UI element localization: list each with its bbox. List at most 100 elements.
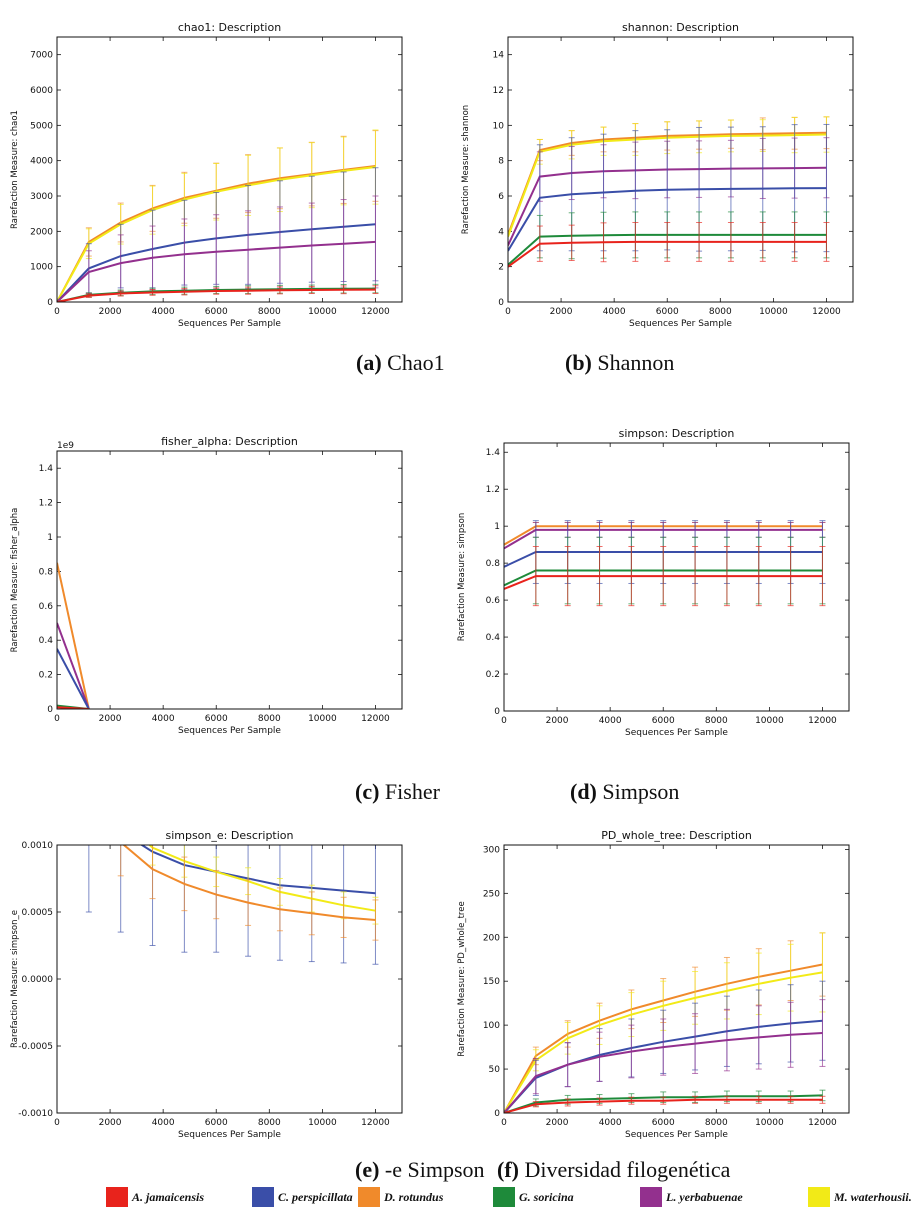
plot-area [504, 520, 826, 607]
chart-panel: PD_whole_tree: Description Sequences Per … [457, 829, 850, 1140]
x-axis-label: Sequences Per Sample [178, 319, 281, 329]
x-tick-label: 12000 [361, 714, 390, 724]
legend-label: D. rotundus [384, 1189, 444, 1204]
y-axis-label: Rarefaction Measure: simpson_e [10, 910, 20, 1048]
x-axis-label: Sequences Per Sample [178, 726, 281, 736]
chart-title: simpson_e: Description [165, 829, 293, 842]
x-tick-label: 8000 [258, 714, 281, 724]
y-tick-label: 0.0010 [22, 841, 54, 851]
x-tick-label: 0 [54, 307, 60, 317]
x-tick-label: 0 [501, 1118, 507, 1128]
x-tick-label: 12000 [361, 1118, 390, 1128]
caption-c: (c) Fisher [355, 779, 440, 804]
series-line [57, 562, 90, 709]
x-tick-label: 4000 [599, 1118, 622, 1128]
y-tick-label: 100 [483, 1021, 500, 1031]
x-tick-label: 0 [54, 1118, 60, 1128]
plot-area [85, 845, 379, 965]
y-tick-label: 300 [483, 845, 500, 855]
plot-frame [56, 36, 403, 303]
y-tick-label: 0.2 [39, 671, 53, 681]
caption-d: (d) Simpson [570, 779, 680, 804]
x-tick-label: 12000 [808, 716, 837, 726]
legend-item: G. soricina [493, 1186, 574, 1208]
x-tick-label: 4000 [152, 1118, 175, 1128]
legend-label: G. soricina [519, 1189, 574, 1204]
x-tick-label: 4000 [599, 716, 622, 726]
y-tick-label: 0.2 [486, 670, 500, 680]
y-tick-label: 0 [498, 298, 504, 308]
y-tick-label: 1000 [30, 263, 53, 273]
x-tick-label: 8000 [258, 307, 281, 317]
legend-swatch [358, 1187, 380, 1207]
x-tick-label: 10000 [755, 716, 784, 726]
x-tick-label: 10000 [308, 307, 337, 317]
y-tick-label: 200 [483, 933, 500, 943]
y-tick-label: -0.0010 [18, 1109, 53, 1119]
series-line [57, 622, 90, 709]
y-tick-label: 1.4 [486, 448, 501, 458]
chart-title: shannon: Description [622, 21, 739, 34]
y-axis-label: Rarefaction Measure: simpson [457, 513, 467, 642]
series-line [504, 1098, 823, 1113]
series-line [57, 240, 376, 302]
x-tick-label: 10000 [308, 1118, 337, 1128]
x-tick-label: 0 [501, 716, 507, 726]
y-tick-label: 150 [483, 977, 500, 987]
y-tick-label: 4000 [30, 157, 53, 167]
y-tick-label: 1 [494, 522, 500, 532]
x-tick-label: 6000 [652, 716, 675, 726]
legend-label: C. perspicillata [278, 1189, 353, 1204]
y-tick-label: 2000 [30, 227, 53, 237]
x-tick-label: 0 [505, 307, 511, 317]
x-tick-label: 2000 [546, 1118, 569, 1128]
series-line [57, 648, 90, 709]
x-tick-label: 2000 [546, 716, 569, 726]
caption-a: (a) Chao1 [356, 350, 445, 375]
y-tick-label: 0 [47, 298, 53, 308]
plot-frame [503, 844, 850, 1114]
x-tick-label: 6000 [205, 714, 228, 724]
legend-label: M. waterhousii. [834, 1189, 912, 1204]
y-tick-label: 6 [498, 192, 504, 202]
y-axis-label: Rarefaction Measure: chao1 [10, 110, 20, 229]
y-tick-label: 14 [493, 51, 505, 61]
chart-panel: simpson: Description Sequences Per Sample… [457, 427, 850, 738]
plot-frame [56, 450, 403, 710]
x-tick-label: 4000 [152, 307, 175, 317]
y-tick-label: 0 [494, 707, 500, 717]
x-axis-label: Sequences Per Sample [625, 728, 728, 738]
x-tick-label: 4000 [152, 714, 175, 724]
plot-area [57, 129, 379, 302]
y-tick-label: 0.6 [39, 602, 54, 612]
x-tick-label: 8000 [258, 1118, 281, 1128]
series-line [122, 845, 376, 921]
x-tick-label: 2000 [99, 307, 122, 317]
legend-item: C. perspicillata [252, 1186, 353, 1208]
y-tick-label: 0.0005 [22, 908, 54, 918]
x-axis-label: Sequences Per Sample [178, 1130, 281, 1140]
y-tick-label: 0.6 [486, 596, 501, 606]
chart-title: simpson: Description [619, 427, 735, 440]
y-tick-label: 1.2 [39, 499, 53, 509]
chart-title: chao1: Description [178, 21, 281, 34]
series-line [504, 1032, 823, 1113]
legend-swatch [493, 1187, 515, 1207]
y-axis-label: Rarefaction Measure: fisher_alpha [10, 508, 20, 653]
x-tick-label: 8000 [705, 716, 728, 726]
x-tick-label: 4000 [603, 307, 626, 317]
x-tick-label: 2000 [99, 1118, 122, 1128]
x-tick-label: 8000 [705, 1118, 728, 1128]
y-tick-label: 0.4 [486, 633, 501, 643]
y-tick-label: 8 [498, 157, 504, 167]
series-line [57, 288, 376, 302]
plot-frame [56, 844, 403, 1114]
caption-f: (f) Diversidad filogenética [497, 1157, 731, 1182]
x-tick-label: 2000 [550, 307, 573, 317]
legend-swatch [252, 1187, 274, 1207]
series-line [508, 240, 827, 268]
y-tick-label: 1.4 [39, 464, 54, 474]
x-tick-label: 6000 [205, 1118, 228, 1128]
caption-e: (e) -e Simpson [355, 1157, 485, 1182]
